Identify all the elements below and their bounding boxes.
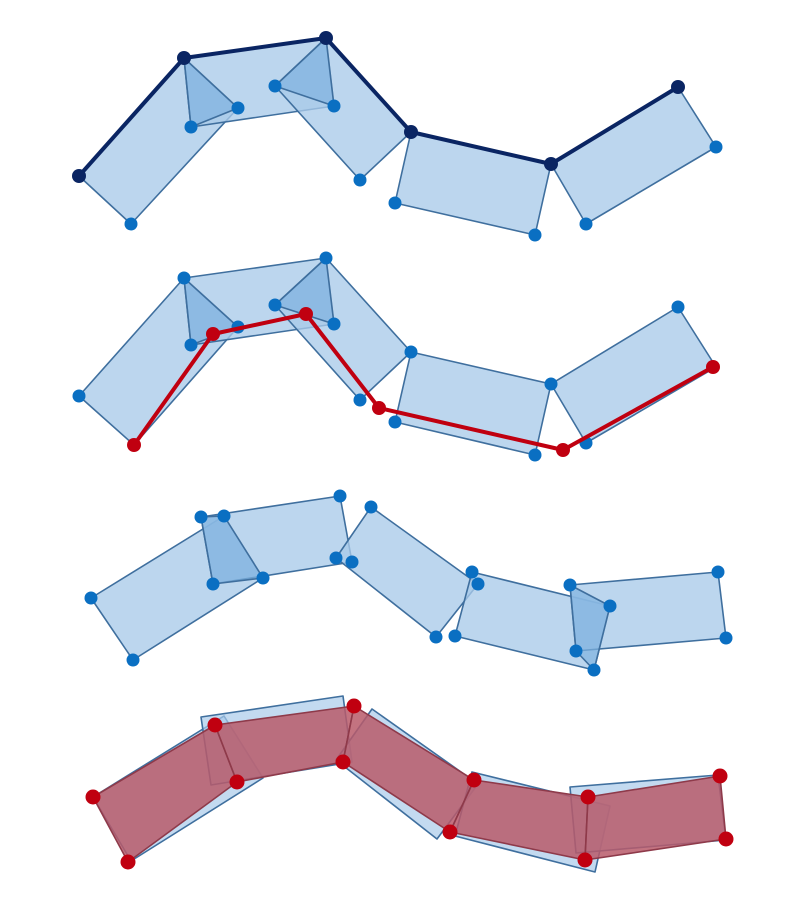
overlay-comparison-panel [85, 695, 734, 873]
corner-point-14 [671, 300, 685, 314]
skeleton-vertex-6 [671, 80, 685, 94]
corner-point-6 [256, 571, 270, 585]
corner-point-9 [579, 217, 593, 231]
red-vertex-2 [120, 854, 136, 870]
red-vertex-3 [207, 717, 223, 733]
corner-point-11 [429, 630, 443, 644]
corner-point-17 [569, 644, 583, 658]
skeleton-vertex-3 [319, 31, 333, 45]
red-vertex-1 [85, 789, 101, 805]
corner-point-7 [333, 489, 347, 503]
red-vertex-4 [229, 774, 245, 790]
corner-point-4 [217, 509, 231, 523]
corner-point-15 [563, 578, 577, 592]
corner-point-20 [719, 631, 733, 645]
corner-point-2 [126, 653, 140, 667]
skeleton-vertex-5 [544, 157, 558, 171]
inner-vertex-2 [206, 327, 220, 341]
corner-point-3 [194, 510, 208, 524]
corner-point-12 [544, 377, 558, 391]
corner-point-2 [177, 271, 191, 285]
corner-point-7 [388, 196, 402, 210]
separated-rectangles-panel [84, 489, 733, 677]
skeleton-vertex-4 [404, 125, 418, 139]
corner-point-11 [528, 448, 542, 462]
corner-point-5 [327, 99, 341, 113]
corner-point-5 [206, 577, 220, 591]
inner-vertex-3 [299, 307, 313, 321]
corner-point-1 [124, 217, 138, 231]
inner-vertex-4 [372, 401, 386, 415]
overlap-region-1 [183, 57, 239, 128]
corner-point-4 [268, 79, 282, 93]
corner-point-6 [319, 251, 333, 265]
corner-point-19 [711, 565, 725, 579]
corner-point-8 [329, 551, 343, 565]
red-vertex-10 [577, 852, 593, 868]
corner-point-16 [603, 599, 617, 613]
inner-polyline [132, 312, 715, 452]
corner-point-6 [353, 173, 367, 187]
skeleton-vertex-2 [177, 51, 191, 65]
overlap-region-2 [274, 37, 335, 107]
corner-point-14 [448, 629, 462, 643]
red-vertex-8 [442, 824, 458, 840]
corner-point-10 [709, 140, 723, 154]
corner-point-13 [471, 577, 485, 591]
corner-point-3 [184, 338, 198, 352]
red-vertex-9 [580, 789, 596, 805]
inner-vertex-1 [127, 438, 141, 452]
inner-vertex-6 [706, 360, 720, 374]
corner-point-10 [388, 415, 402, 429]
corner-point-18 [587, 663, 601, 677]
corner-point-5 [268, 298, 282, 312]
skeleton-polyline-panel [72, 31, 723, 242]
corner-point-2 [184, 120, 198, 134]
corner-point-8 [353, 393, 367, 407]
corner-point-7 [327, 317, 341, 331]
red-vertex-6 [335, 754, 351, 770]
red-vertex-11 [712, 768, 728, 784]
red-vertex-7 [466, 772, 482, 788]
corner-point-12 [465, 565, 479, 579]
inner-polyline-panel [72, 251, 720, 462]
corner-point-10 [364, 500, 378, 514]
corner-point-8 [528, 228, 542, 242]
corner-point-3 [231, 101, 245, 115]
red-vertex-12 [718, 831, 734, 847]
corner-point-9 [404, 345, 418, 359]
inner-vertex-5 [556, 443, 570, 457]
red-vertex-5 [346, 698, 362, 714]
corner-point-1 [84, 591, 98, 605]
corner-point-1 [72, 389, 86, 403]
skeleton-polyline [77, 36, 680, 178]
corner-point-9 [345, 555, 359, 569]
skeleton-vertex-1 [72, 169, 86, 183]
